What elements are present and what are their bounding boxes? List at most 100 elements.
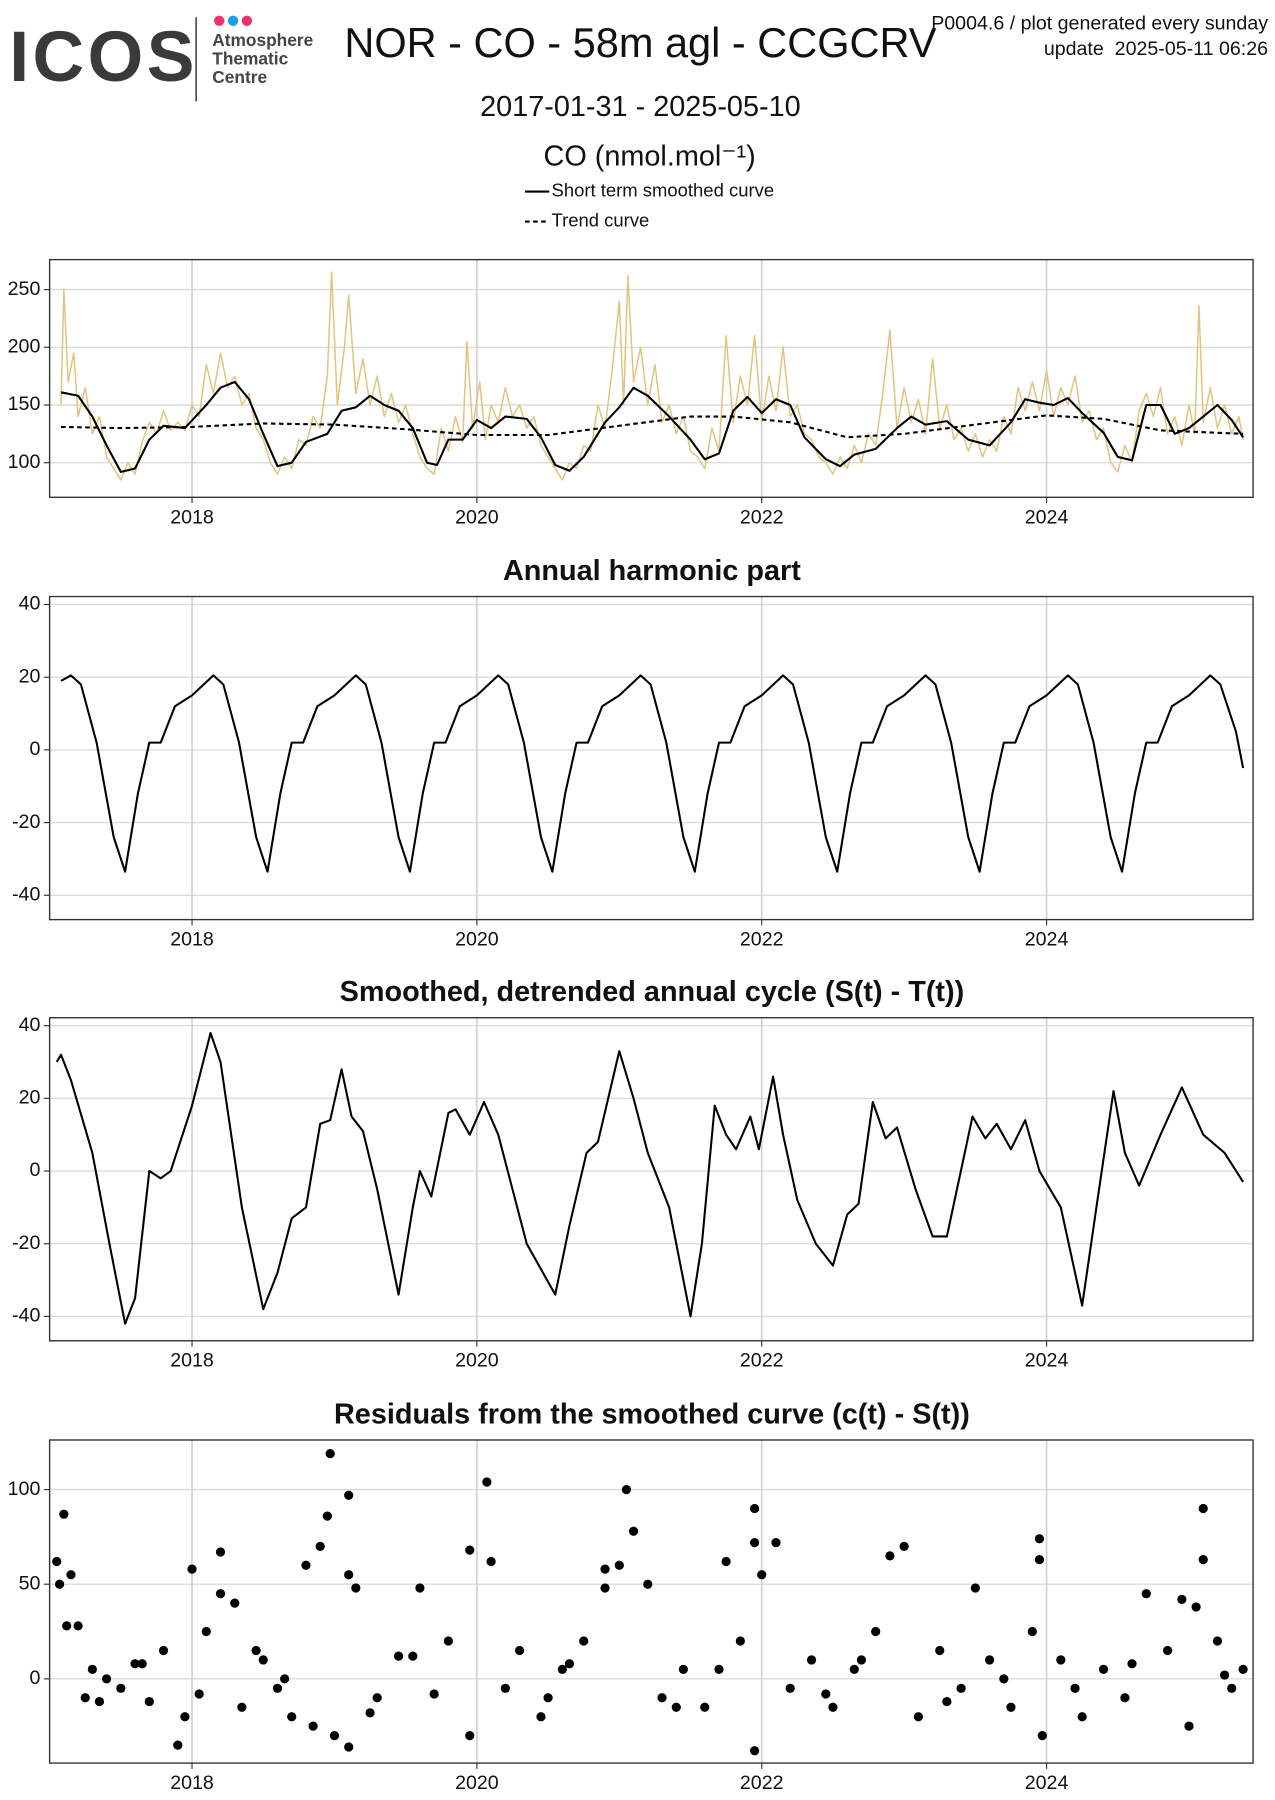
line — [60, 414, 1244, 439]
point — [325, 1449, 335, 1459]
point — [721, 1556, 731, 1567]
point — [287, 1712, 297, 1722]
point — [1034, 1534, 1045, 1544]
point — [429, 1689, 439, 1699]
point — [749, 1503, 760, 1514]
x-tick-label: 2024 — [1025, 1772, 1069, 1794]
x-tick-label: 2024 — [1025, 506, 1069, 528]
x-tick-label: 2018 — [170, 1350, 214, 1372]
point — [465, 1545, 475, 1555]
point — [144, 1696, 154, 1707]
point — [1163, 1645, 1173, 1656]
y-tick-label: 200 — [8, 335, 41, 357]
point — [579, 1636, 589, 1646]
chart-title: Residuals from the smoothed curve (c(t) … — [334, 1398, 970, 1430]
point — [62, 1621, 72, 1631]
point — [116, 1683, 126, 1693]
point — [600, 1583, 610, 1593]
point — [749, 1537, 760, 1548]
point — [315, 1541, 325, 1551]
point — [1027, 1626, 1037, 1637]
x-tick-label: 2020 — [455, 1350, 499, 1372]
point — [735, 1636, 745, 1646]
logo-dot — [227, 15, 239, 26]
point — [749, 1746, 760, 1756]
point — [671, 1702, 681, 1712]
x-tick-label: 2018 — [170, 929, 214, 951]
point — [1077, 1712, 1087, 1722]
point — [344, 1570, 354, 1580]
plot-border — [48, 1439, 1254, 1764]
point — [514, 1645, 525, 1656]
point — [614, 1560, 624, 1570]
point — [1191, 1602, 1201, 1612]
point — [657, 1693, 667, 1703]
point — [935, 1645, 945, 1656]
point — [372, 1693, 382, 1703]
line — [55, 1031, 1244, 1325]
point — [279, 1674, 290, 1684]
point — [714, 1664, 724, 1675]
point — [215, 1547, 226, 1557]
point — [365, 1708, 375, 1718]
plot-area — [49, 1440, 1254, 1764]
point — [52, 1556, 62, 1567]
point — [643, 1579, 653, 1589]
x-tick-label: 2022 — [740, 1350, 784, 1372]
y-tick-label: 0 — [29, 1667, 40, 1689]
point — [500, 1683, 510, 1693]
point — [856, 1655, 867, 1665]
y-tick-label: 40 — [19, 593, 41, 615]
point — [700, 1702, 710, 1712]
line — [60, 674, 1245, 873]
point — [806, 1655, 817, 1665]
point — [322, 1511, 332, 1521]
point — [1198, 1503, 1208, 1514]
y-tick-label: 100 — [8, 451, 41, 473]
point — [1098, 1664, 1109, 1675]
point — [885, 1551, 895, 1561]
y-tick-label: 20 — [19, 1087, 41, 1109]
point — [59, 1509, 69, 1519]
point — [258, 1655, 268, 1665]
point — [1006, 1702, 1016, 1712]
logo: ICOS — [9, 17, 198, 97]
point — [1238, 1664, 1248, 1675]
point — [942, 1696, 952, 1707]
point — [1037, 1731, 1047, 1741]
point — [94, 1696, 105, 1707]
info: update 2025-05-11 06:26 — [1044, 38, 1268, 60]
point — [301, 1560, 311, 1570]
title: NOR - CO - 58m agl - CCGCRV — [344, 19, 936, 66]
point — [600, 1564, 610, 1574]
point — [1184, 1721, 1194, 1731]
y-tick-label: -20 — [12, 811, 40, 833]
y-tick-label: -40 — [12, 883, 40, 905]
y-tick-label: 40 — [19, 1014, 41, 1036]
x-tick-label: 2020 — [455, 929, 499, 951]
point — [557, 1664, 567, 1675]
y-tick-label: -20 — [12, 1232, 40, 1254]
point — [1177, 1594, 1187, 1604]
point — [536, 1712, 546, 1722]
point — [408, 1651, 418, 1661]
point — [87, 1664, 97, 1675]
point — [1070, 1683, 1080, 1693]
x-tick-label: 2018 — [170, 506, 214, 528]
point — [130, 1659, 140, 1669]
chart-title: Smoothed, detrended annual cycle (S(t) -… — [340, 976, 965, 1008]
legend-label: Trend curve — [552, 209, 650, 230]
point — [230, 1598, 240, 1608]
point — [158, 1645, 169, 1656]
point — [628, 1526, 639, 1536]
point — [970, 1583, 980, 1593]
point — [443, 1636, 454, 1646]
x-tick-label: 2018 — [170, 1772, 214, 1794]
point — [54, 1579, 65, 1589]
point — [828, 1702, 838, 1712]
plot-area — [49, 259, 1254, 498]
point — [482, 1477, 492, 1487]
plot-border — [48, 1016, 1254, 1342]
y-tick-label: 20 — [19, 665, 41, 687]
